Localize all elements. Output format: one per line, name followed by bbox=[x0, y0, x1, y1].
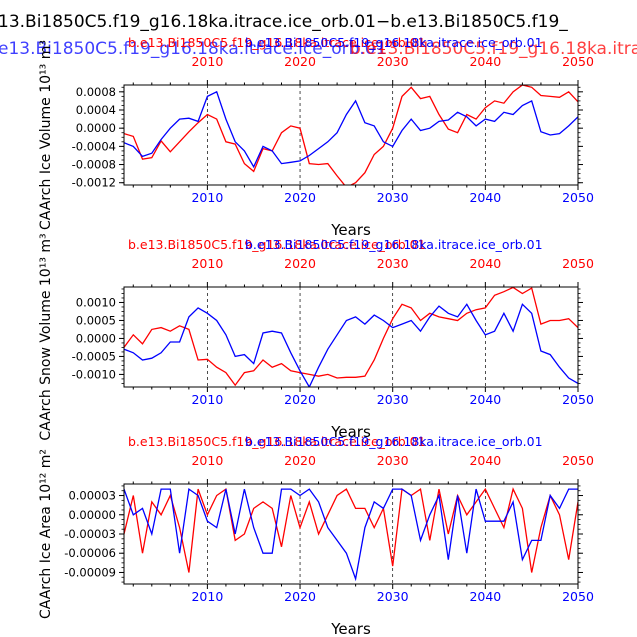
top-run-label-red: b.e13.Bi1850C5.f19_g16.18ka.itrace.ice_o… bbox=[128, 237, 426, 252]
top-xtick-label: 2020 bbox=[284, 256, 316, 271]
x-tick-label: 2020 bbox=[284, 392, 316, 407]
series-line-blue bbox=[124, 90, 578, 169]
top-xtick-label: 2010 bbox=[191, 256, 223, 271]
top-xtick-label: 2010 bbox=[191, 54, 223, 69]
y-tick-label: 0.0000 bbox=[76, 331, 116, 345]
x-tick-label: 2050 bbox=[562, 589, 594, 604]
x-tick-label: 2030 bbox=[377, 190, 409, 205]
series-line-red bbox=[124, 487, 578, 573]
x-axis-label: Years bbox=[330, 221, 371, 239]
y-axis-label: CAArch Ice Volume 10¹³ m³ bbox=[38, 40, 54, 230]
x-tick-label: 2010 bbox=[191, 392, 223, 407]
x-tick-label: 2030 bbox=[377, 392, 409, 407]
x-tick-label: 2020 bbox=[284, 589, 316, 604]
title-line2-red: b.e13.Bi1850C5.f19_g16.18ka.itra bbox=[350, 39, 637, 59]
top-run-label-blue: b.e13.Bi1850C5.f19_g16.18ka.itrace.ice_o… bbox=[245, 35, 543, 50]
y-tick-label: -0.0004 bbox=[72, 139, 116, 153]
top-xtick-label: 2040 bbox=[469, 453, 501, 468]
x-tick-label: 2040 bbox=[469, 392, 501, 407]
top-xtick-label: 2030 bbox=[377, 54, 409, 69]
y-tick-label: 0.0004 bbox=[76, 103, 116, 117]
chart-panel-2: b.e13.Bi1850C5.f19_g16.18ka.itrace.ice_o… bbox=[38, 233, 594, 441]
top-run-label-red: b.e13.Bi1850C5.f19_g16.18ka.itrace.ice_o… bbox=[128, 35, 426, 50]
y-tick-label: -0.00006 bbox=[64, 546, 116, 560]
top-xtick-label: 2030 bbox=[377, 256, 409, 271]
x-tick-label: 2040 bbox=[469, 589, 501, 604]
y-axis-label: CAArch Snow Volume 10¹³ m³ bbox=[38, 233, 54, 440]
y-tick-label: 0.0010 bbox=[76, 295, 116, 309]
x-tick-label: 2050 bbox=[562, 190, 594, 205]
series-line-blue bbox=[124, 303, 578, 387]
y-tick-label: -0.0008 bbox=[72, 158, 116, 172]
top-xtick-label: 2030 bbox=[377, 453, 409, 468]
y-tick-label: 0.00003 bbox=[68, 489, 116, 503]
y-tick-label: 0.0005 bbox=[76, 313, 116, 327]
y-tick-label: -0.00003 bbox=[64, 527, 116, 541]
panels: b.e13.Bi1850C5.f19_g16.18ka.itrace.ice_o… bbox=[38, 35, 594, 637]
top-xtick-label: 2050 bbox=[562, 453, 594, 468]
title-line2-blue: e13.Bi1850C5.f19_g16.18ka.itrace.ice_orb… bbox=[0, 39, 386, 59]
x-axis-label: Years bbox=[330, 423, 371, 441]
y-axis-label: CAArch Ice Area 10¹² m² bbox=[38, 449, 54, 619]
top-xtick-label: 2050 bbox=[562, 54, 594, 69]
series-line-red bbox=[124, 85, 578, 185]
top-run-label-blue: b.e13.Bi1850C5.f19_g16.18ka.itrace.ice_o… bbox=[245, 237, 543, 252]
y-tick-label: -0.0012 bbox=[72, 176, 116, 190]
x-tick-label: 2030 bbox=[377, 589, 409, 604]
top-xtick-label: 2040 bbox=[469, 54, 501, 69]
top-xtick-label: 2040 bbox=[469, 256, 501, 271]
plot-frame bbox=[123, 84, 579, 186]
top-xtick-label: 2020 bbox=[284, 54, 316, 69]
chart-panel-3: b.e13.Bi1850C5.f19_g16.18ka.itrace.ice_o… bbox=[38, 434, 594, 637]
y-tick-label: -0.00009 bbox=[64, 565, 116, 579]
plot-frame bbox=[123, 286, 579, 388]
figure-title-line1: 13.Bi1850C5.f19_g16.18ka.itrace.ice_orb.… bbox=[0, 12, 568, 32]
series-line-blue bbox=[124, 487, 578, 582]
y-tick-label: -0.0005 bbox=[72, 349, 116, 363]
x-tick-label: 2040 bbox=[469, 190, 501, 205]
y-tick-label: 0.0008 bbox=[76, 85, 116, 99]
x-tick-label: 2010 bbox=[191, 589, 223, 604]
x-tick-label: 2050 bbox=[562, 392, 594, 407]
y-tick-label: 0.0000 bbox=[76, 121, 116, 135]
top-xtick-label: 2010 bbox=[191, 453, 223, 468]
top-run-label-red: b.e13.Bi1850C5.f19_g16.18ka.itrace.ice_o… bbox=[128, 434, 426, 449]
series-line-red bbox=[124, 287, 578, 387]
figure-title-line2: e13.Bi1850C5.f19_g16.18ka.itrace.ice_orb… bbox=[0, 39, 637, 59]
chart-panel-1: b.e13.Bi1850C5.f19_g16.18ka.itrace.ice_o… bbox=[38, 35, 594, 239]
top-xtick-label: 2050 bbox=[562, 256, 594, 271]
y-tick-label: 0.00000 bbox=[68, 508, 116, 522]
top-run-label-blue: b.e13.Bi1850C5.f19_g16.18ka.itrace.ice_o… bbox=[245, 434, 543, 449]
x-tick-label: 2010 bbox=[191, 190, 223, 205]
x-tick-label: 2020 bbox=[284, 190, 316, 205]
y-tick-label: -0.0010 bbox=[72, 367, 116, 381]
x-axis-label: Years bbox=[330, 620, 371, 637]
top-xtick-label: 2020 bbox=[284, 453, 316, 468]
